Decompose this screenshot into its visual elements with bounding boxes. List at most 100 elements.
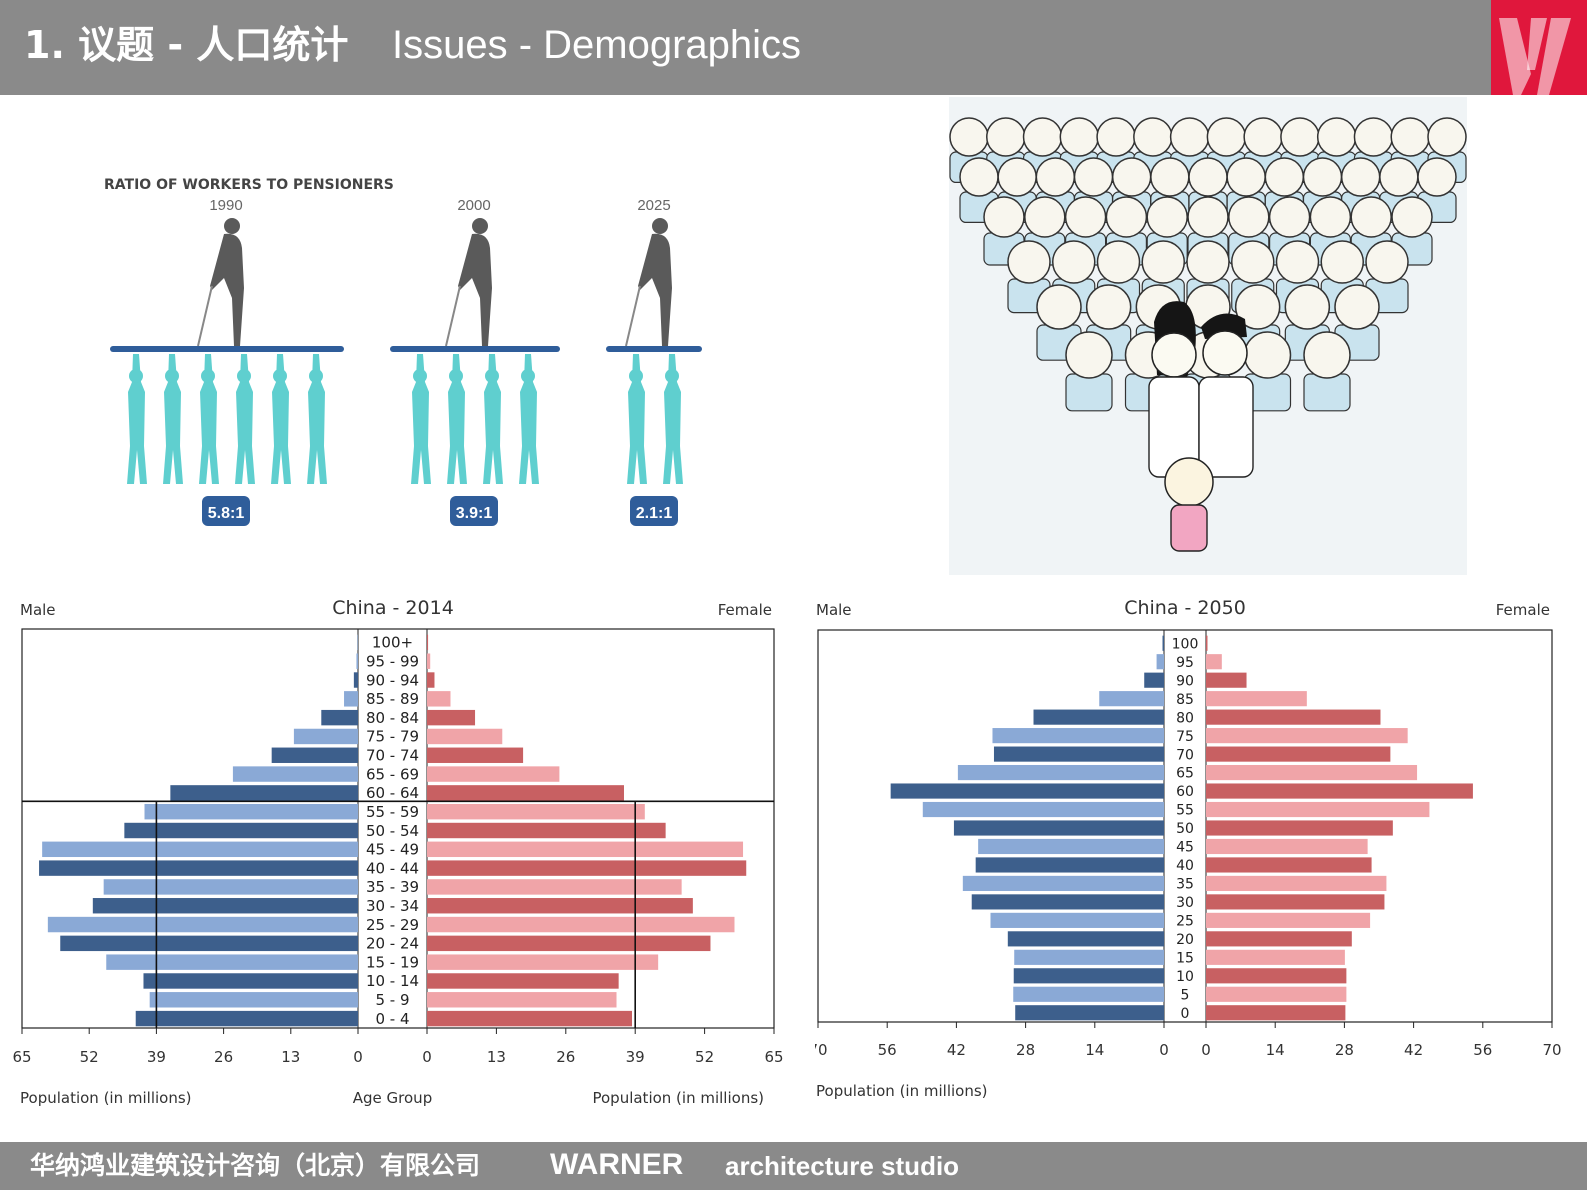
elder-face [1417, 157, 1457, 197]
x-tick-label-right: 28 [1335, 1041, 1354, 1059]
age-group-label: 60 [1176, 784, 1194, 800]
elder-face [1350, 196, 1392, 238]
male-bar-25 [990, 912, 1164, 928]
worker-icon [483, 354, 503, 484]
male-label: Male [816, 601, 852, 619]
male-bar-70 [993, 746, 1164, 762]
elder-face [1280, 117, 1320, 157]
footer-studio: architecture studio [725, 1151, 960, 1181]
male-bar-45 [978, 838, 1164, 855]
page-title-en: Issues - Demographics [392, 23, 802, 67]
elder-face [983, 196, 1025, 238]
worker-icon [307, 354, 327, 484]
ratio-workers-pensioners-graphic: RATIO OF WORKERS TO PENSIONERS 1990 5.8:1 2… [104, 177, 702, 526]
elder-face [1141, 240, 1185, 284]
x-tick-label-right: 13 [487, 1048, 506, 1066]
female-bar-95 [1206, 654, 1222, 670]
female-bar-55 [1206, 801, 1430, 818]
age-group-label: 20 - 24 [366, 935, 419, 953]
elder-face [1096, 240, 1141, 284]
female-bar-50 [1206, 820, 1393, 836]
age-group-label: 100+ [372, 634, 413, 652]
age-group-label: 90 - 94 [366, 671, 419, 689]
elder-face [1243, 331, 1292, 379]
elder-face [1036, 284, 1082, 330]
elder-face [1188, 157, 1228, 197]
x-tick-label-left: 0 [1159, 1041, 1169, 1059]
male-bar-75 [992, 728, 1164, 744]
age-group-label: 0 - 4 [375, 1010, 409, 1028]
x-tick-label-right: 65 [764, 1048, 783, 1066]
x-axis-label-right: Population (in millions) [592, 1089, 764, 1107]
female-bar-15 [1206, 949, 1345, 965]
ratio-badge-label: 2.1:1 [636, 505, 673, 522]
male-bar-15-19 [106, 954, 359, 970]
age-group-label: 75 - 79 [366, 728, 419, 746]
female-bar-55-59 [427, 803, 645, 820]
worker-icon [163, 354, 183, 484]
age-group-label: 80 [1176, 710, 1194, 726]
male-bar-30-34 [92, 898, 359, 914]
female-bar-75 [1206, 728, 1408, 744]
ratio-group-2000: 2000 3.9:1 [390, 197, 560, 526]
female-bar-65-69 [427, 766, 560, 782]
female-bar-100+ [427, 634, 429, 651]
elder-body [1303, 373, 1351, 412]
ratio-graphic-title: RATIO OF WORKERS TO PENSIONERS [104, 177, 394, 193]
ratio-year-label: 1990 [209, 197, 242, 214]
footer-bar: 华纳鸿业建筑设计咨询（北京）有限公司 WARNER architecture s… [0, 1142, 1587, 1190]
male-bar-45-49 [42, 841, 358, 858]
x-tick-label-right: 14 [1266, 1041, 1285, 1059]
elder-face [1309, 196, 1352, 238]
male-bar-35-39 [103, 879, 358, 895]
elder-body [1065, 373, 1113, 412]
x-tick-label-right: 39 [626, 1048, 645, 1066]
male-bar-10 [1013, 968, 1164, 984]
footer-brand: WARNER [550, 1148, 684, 1181]
male-bar-55-59 [144, 803, 358, 820]
age-group-label: 85 - 89 [366, 690, 419, 708]
elder-face [1007, 240, 1051, 284]
female-bar-100 [1206, 635, 1208, 651]
x-tick-label-right: 56 [1473, 1041, 1492, 1059]
elder-face [949, 117, 989, 157]
age-group-label: 10 [1176, 969, 1194, 985]
worker-icon [447, 354, 467, 484]
elder-face [1024, 196, 1066, 238]
age-group-label: 100 [1172, 636, 1199, 652]
x-tick-label-left: 28 [1016, 1041, 1035, 1059]
female-bar-80 [1206, 709, 1381, 725]
male-bar-20 [1007, 931, 1164, 947]
pensioner-icon [197, 218, 244, 347]
male-bar-80 [1033, 709, 1164, 725]
female-bar-35-39 [427, 879, 682, 895]
worker-icon [271, 354, 291, 484]
female-bar-85 [1206, 691, 1307, 707]
elder-face [1064, 196, 1107, 238]
male-bar-85 [1099, 691, 1164, 707]
female-bar-40-44 [427, 860, 747, 876]
x-tick-label-left: 26 [214, 1048, 233, 1066]
aging-population-cartoon [949, 97, 1467, 575]
elder-face [1316, 117, 1357, 157]
warner-logo-icon [1491, 0, 1587, 95]
worker-icon [627, 354, 647, 484]
support-plank [606, 346, 702, 352]
female-bar-80-84 [427, 709, 476, 726]
young-man-hair [1201, 313, 1247, 339]
ratio-badge [630, 496, 678, 526]
elder-face [986, 117, 1026, 157]
age-group-label: 35 [1176, 877, 1194, 893]
age-group-label: 50 - 54 [366, 822, 419, 840]
age-group-label: 40 - 44 [366, 859, 419, 877]
female-bar-70 [1206, 746, 1391, 762]
elder-face [959, 157, 999, 197]
elder-face [1186, 240, 1230, 284]
age-group-label: 55 [1176, 803, 1194, 819]
chart-title: China - 2014 [332, 598, 454, 619]
x-tick-label-right: 0 [1201, 1041, 1211, 1059]
male-bar-50 [953, 820, 1164, 836]
elder-face [1035, 157, 1076, 197]
young-man-face [1202, 330, 1248, 376]
male-bar-90-94 [353, 672, 358, 688]
